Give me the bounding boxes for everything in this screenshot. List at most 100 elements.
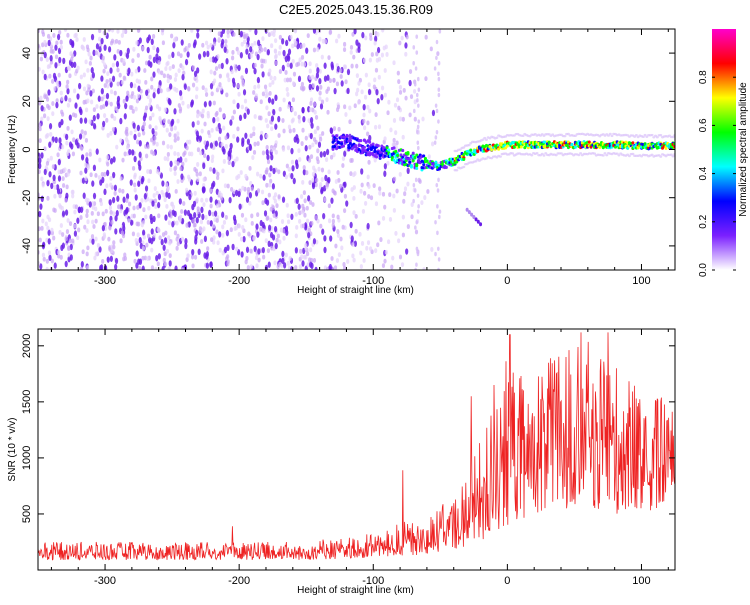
noise-cell bbox=[340, 245, 344, 251]
noise-cell bbox=[417, 119, 421, 124]
noise-cell bbox=[291, 81, 296, 87]
noise-cell bbox=[263, 84, 268, 90]
noise-cell bbox=[85, 251, 89, 257]
noise-cell bbox=[87, 51, 91, 57]
noise-cell bbox=[168, 253, 172, 259]
noise-cell bbox=[135, 78, 139, 84]
spectrogram-x-tick-label: -100 bbox=[362, 275, 384, 287]
noise-cell bbox=[146, 233, 151, 239]
noise-cell bbox=[413, 82, 417, 87]
noise-cell bbox=[226, 155, 231, 161]
noise-cell bbox=[377, 74, 381, 80]
noise-cell bbox=[397, 79, 401, 84]
noise-cell bbox=[53, 184, 57, 190]
noise-cell bbox=[46, 195, 50, 201]
noise-cell bbox=[369, 36, 373, 41]
noise-cell bbox=[119, 49, 123, 57]
noise-cell bbox=[272, 213, 276, 218]
noise-cell bbox=[173, 108, 177, 115]
ridge-haze bbox=[634, 133, 638, 137]
noise-cell bbox=[51, 111, 55, 117]
ridge-cell bbox=[376, 144, 380, 148]
noise-cell bbox=[201, 186, 205, 193]
noise-cell bbox=[250, 186, 254, 192]
noise-cell bbox=[46, 103, 50, 109]
noise-cell bbox=[158, 115, 162, 121]
noise-cell bbox=[237, 173, 241, 179]
noise-cell bbox=[244, 67, 249, 75]
noise-cell bbox=[137, 66, 141, 73]
ridge-haze bbox=[645, 135, 649, 139]
noise-cell bbox=[198, 135, 202, 142]
noise-cell bbox=[180, 236, 185, 242]
noise-cell bbox=[119, 238, 123, 244]
noise-cell bbox=[58, 229, 62, 235]
noise-cell bbox=[105, 183, 109, 189]
noise-cell bbox=[86, 163, 91, 169]
noise-cell bbox=[282, 235, 286, 241]
ridge-haze bbox=[495, 136, 499, 139]
noise-cell bbox=[100, 37, 104, 45]
noise-cell bbox=[38, 226, 41, 232]
noise-cell bbox=[290, 172, 294, 180]
noise-cell bbox=[109, 130, 113, 136]
isolated-feature-cell bbox=[472, 214, 476, 219]
noise-cell bbox=[266, 123, 270, 129]
noise-cell bbox=[113, 105, 118, 111]
noise-cell bbox=[167, 97, 171, 105]
noise-cell bbox=[273, 225, 278, 233]
noise-cell bbox=[437, 246, 440, 251]
noise-cell bbox=[100, 171, 104, 177]
noise-cell bbox=[109, 182, 113, 188]
noise-cell bbox=[366, 131, 370, 137]
ridge-haze bbox=[474, 160, 478, 163]
noise-cell bbox=[108, 225, 112, 231]
noise-cell bbox=[343, 104, 347, 110]
noise-cell bbox=[374, 124, 378, 130]
noise-cell bbox=[281, 257, 285, 265]
noise-cell bbox=[373, 77, 377, 83]
noise-cell bbox=[198, 53, 202, 60]
noise-cell bbox=[331, 222, 335, 228]
noise-cell bbox=[41, 252, 46, 258]
noise-cell bbox=[329, 127, 333, 134]
noise-cell bbox=[73, 230, 78, 237]
noise-cell bbox=[132, 213, 136, 219]
noise-cell bbox=[355, 91, 359, 97]
ridge-haze bbox=[540, 152, 544, 156]
noise-cell bbox=[295, 225, 299, 230]
noise-cell bbox=[254, 255, 259, 261]
noise-cell bbox=[226, 72, 230, 78]
noise-cell bbox=[78, 82, 82, 90]
noise-cell bbox=[312, 238, 317, 245]
noise-cell bbox=[197, 248, 201, 256]
noise-cell bbox=[417, 145, 420, 151]
ridge-cell bbox=[411, 159, 415, 163]
noise-cell bbox=[297, 203, 301, 210]
noise-cell bbox=[304, 135, 308, 141]
noise-cell bbox=[238, 114, 243, 122]
ridge-haze bbox=[511, 152, 515, 155]
noise-cell bbox=[179, 95, 183, 101]
noise-cell bbox=[38, 122, 42, 128]
noise-cell bbox=[210, 237, 214, 243]
noise-cell bbox=[57, 253, 61, 259]
noise-cell bbox=[230, 186, 234, 192]
noise-cell bbox=[134, 194, 138, 201]
noise-cell bbox=[92, 164, 97, 172]
noise-cell bbox=[230, 29, 234, 32]
noise-cell bbox=[152, 45, 156, 51]
noise-cell bbox=[305, 205, 309, 211]
noise-cell bbox=[341, 163, 345, 168]
noise-cell bbox=[222, 148, 226, 155]
noise-cell bbox=[232, 133, 236, 139]
noise-cell bbox=[119, 208, 123, 214]
noise-cell bbox=[286, 53, 290, 60]
noise-cell bbox=[181, 74, 185, 81]
noise-cell bbox=[192, 218, 196, 224]
noise-cell bbox=[375, 51, 379, 57]
noise-cell bbox=[200, 197, 204, 203]
noise-cell bbox=[414, 177, 418, 183]
noise-cell bbox=[99, 264, 103, 270]
ridge-cell bbox=[462, 157, 466, 161]
